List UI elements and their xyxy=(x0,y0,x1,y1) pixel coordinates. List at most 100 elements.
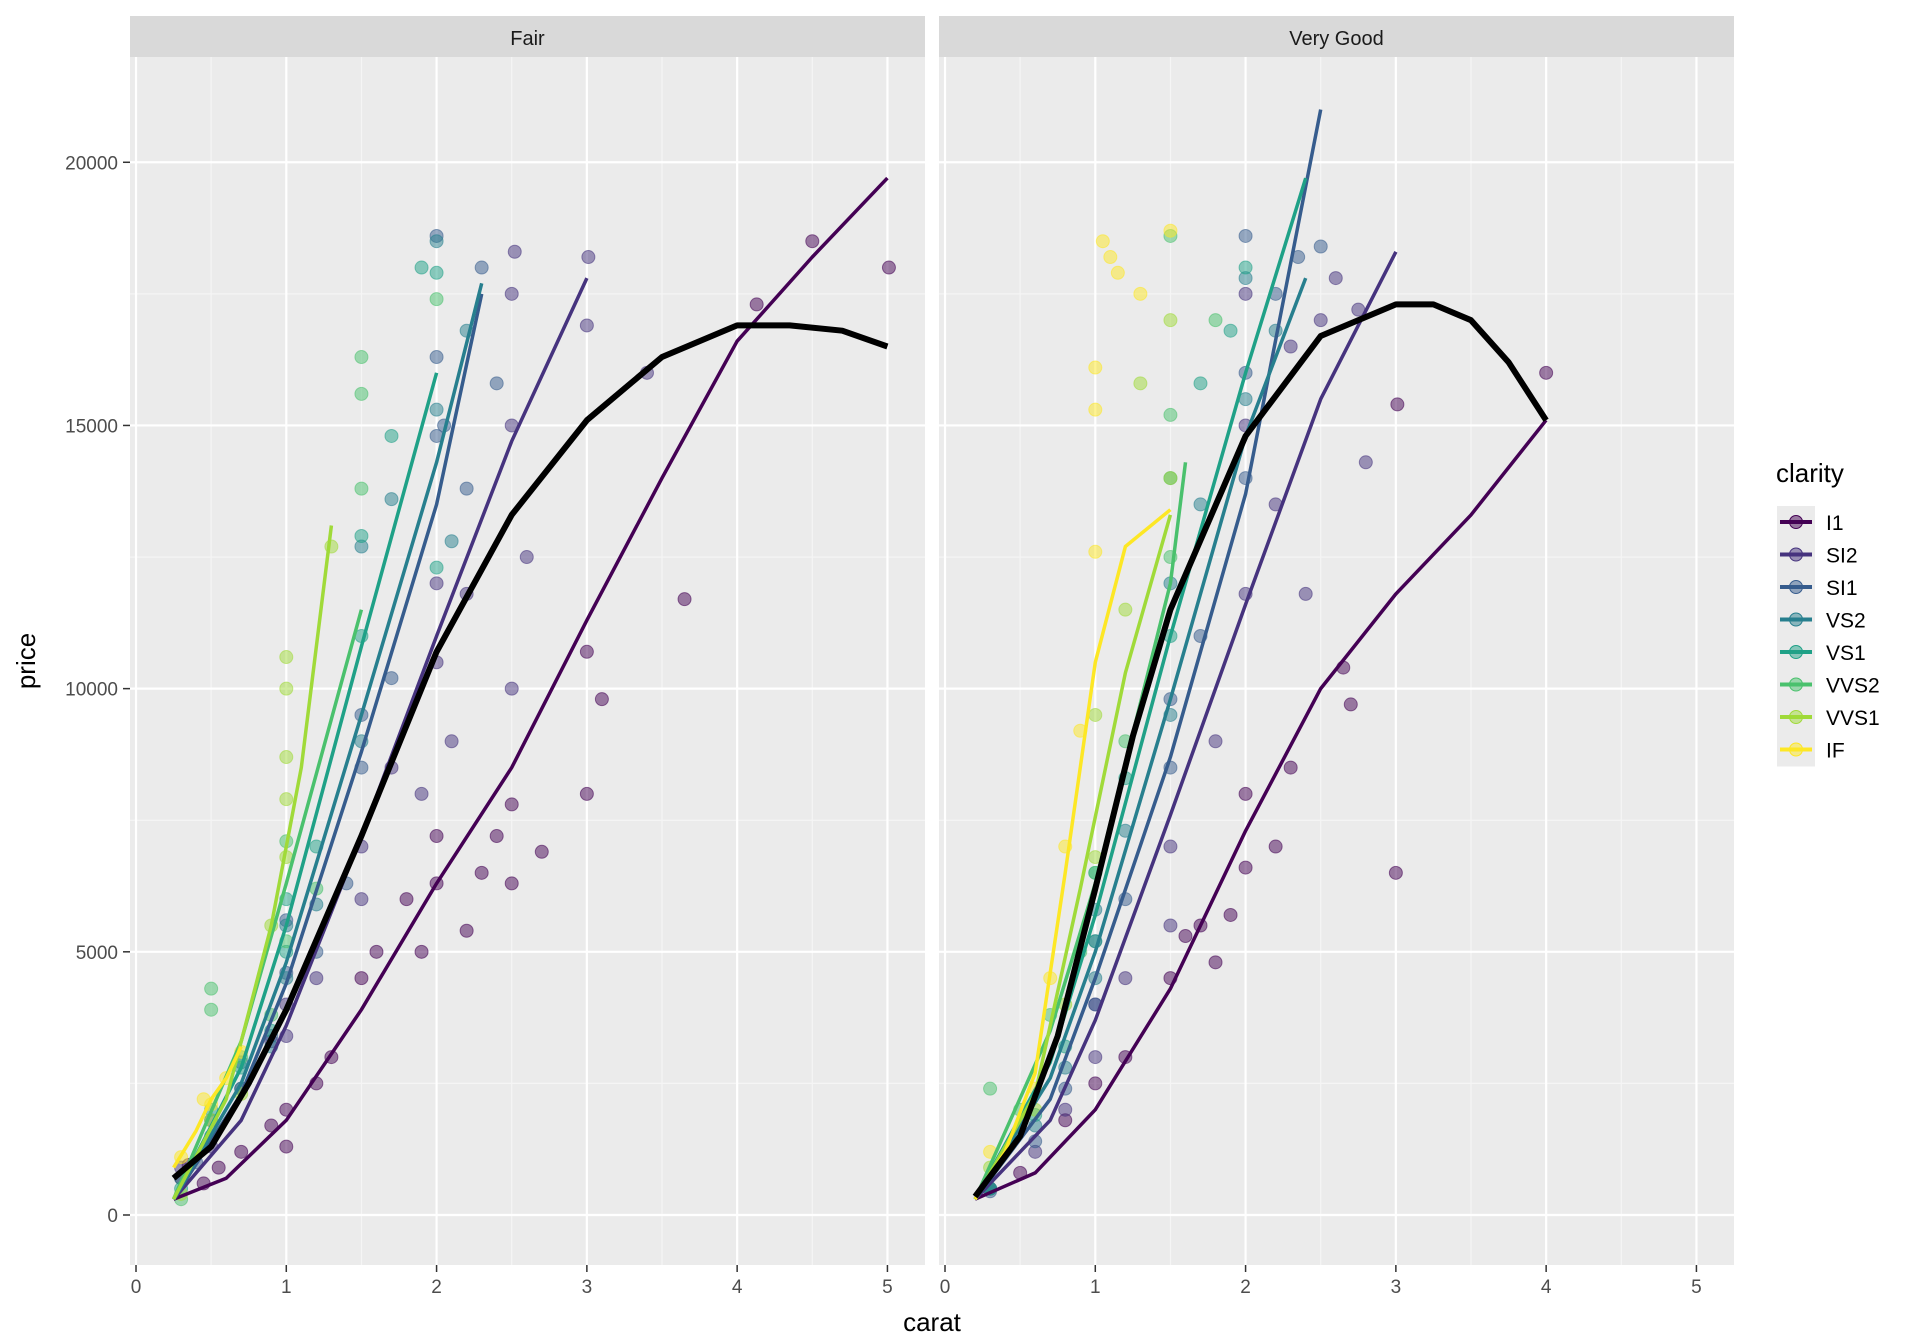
x-tick-label: 1 xyxy=(1090,1277,1101,1298)
y-tick-label: 10000 xyxy=(65,680,118,701)
data-point xyxy=(369,944,384,959)
data-point xyxy=(1358,455,1373,470)
data-point xyxy=(1133,286,1148,301)
data-point xyxy=(504,876,519,891)
data-point xyxy=(279,750,294,765)
x-tick-label: 3 xyxy=(1391,1277,1402,1298)
data-point xyxy=(1298,586,1313,601)
data-point xyxy=(279,650,294,665)
data-point xyxy=(384,492,399,507)
data-point xyxy=(1088,1050,1103,1065)
facet-strip-label: Very Good xyxy=(1289,28,1384,50)
data-point xyxy=(1238,786,1253,801)
legend-label-si2: SI2 xyxy=(1826,545,1858,568)
data-point xyxy=(1088,360,1103,375)
smooth-line-i1 xyxy=(172,176,889,1201)
facet-strip-label: Fair xyxy=(510,28,545,50)
facet-strip xyxy=(130,16,925,57)
x-tick-label: 1 xyxy=(281,1277,292,1298)
x-tick-label: 2 xyxy=(1240,1277,1251,1298)
data-point xyxy=(579,318,594,333)
data-point xyxy=(507,244,522,259)
x-tick-label: 5 xyxy=(882,1277,893,1298)
data-point xyxy=(1118,971,1133,986)
data-point xyxy=(1193,376,1208,391)
data-point xyxy=(1088,402,1103,417)
data-point xyxy=(749,297,764,312)
data-point xyxy=(354,528,369,543)
data-point xyxy=(309,971,324,986)
smooth-line-vs2 xyxy=(973,277,1308,1201)
panel-background xyxy=(130,57,925,1265)
data-point xyxy=(1313,239,1328,254)
data-point xyxy=(1103,250,1118,265)
legend-label-vs2: VS2 xyxy=(1826,610,1866,633)
data-point xyxy=(1095,234,1110,249)
data-point xyxy=(1088,707,1103,722)
data-point xyxy=(983,1081,998,1096)
data-point xyxy=(489,829,504,844)
data-point xyxy=(354,350,369,365)
data-point xyxy=(1110,265,1125,280)
legend-key-point xyxy=(1789,742,1803,757)
data-point xyxy=(1283,339,1298,354)
data-point xyxy=(459,923,474,938)
data-point xyxy=(414,944,429,959)
data-point xyxy=(594,692,609,707)
data-point xyxy=(1178,929,1193,944)
data-point xyxy=(474,865,489,880)
data-point xyxy=(1539,365,1554,380)
data-point xyxy=(1223,907,1238,922)
data-point xyxy=(354,971,369,986)
data-point xyxy=(414,260,429,275)
data-point xyxy=(1163,407,1178,422)
data-point xyxy=(474,260,489,275)
data-point xyxy=(234,1144,249,1159)
legend-title: clarity xyxy=(1776,458,1844,488)
legend-key-point xyxy=(1789,677,1803,692)
x-tick-label: 0 xyxy=(940,1277,951,1298)
legend-label-vs1: VS1 xyxy=(1826,642,1866,665)
data-point xyxy=(1223,323,1238,338)
data-point xyxy=(384,428,399,443)
legend-key-point xyxy=(1789,710,1803,724)
data-point xyxy=(414,786,429,801)
legend-key-point xyxy=(1789,580,1803,594)
facet-strip xyxy=(939,16,1734,57)
data-point xyxy=(1238,286,1253,301)
y-axis-title: price xyxy=(11,633,41,689)
x-tick-label: 2 xyxy=(431,1277,442,1298)
data-point xyxy=(1328,271,1343,286)
data-point xyxy=(429,560,444,575)
data-point xyxy=(1283,760,1298,775)
data-point xyxy=(279,792,294,807)
legend-label-i1: I1 xyxy=(1826,512,1844,535)
data-point xyxy=(1208,955,1223,970)
data-point xyxy=(1390,397,1405,412)
legend-label-si1: SI1 xyxy=(1826,577,1858,600)
data-point xyxy=(429,402,444,417)
y-axis: 0 5000 10000 15000 20000 xyxy=(65,153,130,1227)
data-point xyxy=(1238,260,1253,275)
data-point xyxy=(429,350,444,365)
panel-very-good: Very Good 0 1 2 3 4 5 xyxy=(939,16,1734,1298)
x-tick-label: 0 xyxy=(131,1277,142,1298)
data-point xyxy=(805,234,820,249)
smooth-line-si2 xyxy=(973,251,1398,1201)
data-point xyxy=(1088,544,1103,559)
smooth-line-vvs2 xyxy=(171,609,364,1200)
panel-background xyxy=(939,57,1734,1265)
overall-smooth-line xyxy=(171,322,889,1181)
data-point xyxy=(1313,313,1328,328)
data-point xyxy=(1133,376,1148,391)
data-point xyxy=(1238,860,1253,875)
data-point xyxy=(581,250,596,265)
data-point xyxy=(504,797,519,812)
data-point xyxy=(204,1002,219,1017)
data-point xyxy=(264,1118,279,1133)
data-point xyxy=(1388,865,1403,880)
legend-key-point xyxy=(1789,547,1803,562)
data-point xyxy=(579,786,594,801)
legend-key-point xyxy=(1789,645,1803,659)
y-tick-label: 20000 xyxy=(65,153,118,174)
